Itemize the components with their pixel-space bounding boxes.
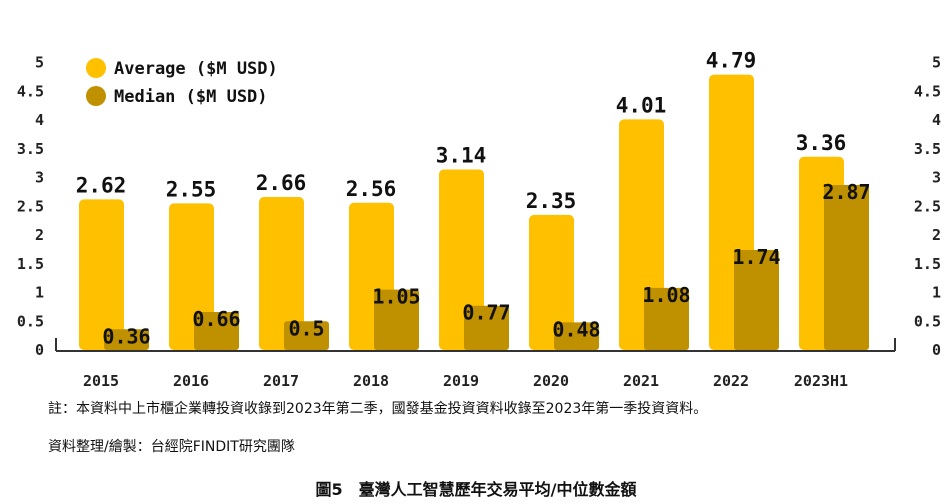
data-label-median: 2.87 — [822, 180, 870, 204]
legend-label: Median ($M USD) — [114, 87, 268, 107]
y-tick-left: 4 — [35, 111, 44, 129]
bar-median — [734, 249, 779, 350]
bar-median — [554, 322, 599, 350]
y-tick-left: 4.5 — [17, 82, 44, 100]
x-tick-label: 2022 — [713, 372, 749, 390]
x-tick-label: 2018 — [353, 372, 389, 390]
data-label-median: 0.5 — [288, 316, 324, 340]
data-label-average: 3.36 — [796, 131, 847, 155]
bar-average — [259, 197, 304, 350]
x-tick-label: 2023H1 — [794, 372, 848, 390]
data-label-median: 1.05 — [372, 285, 420, 309]
y-tick-right: 0 — [932, 341, 941, 359]
data-label-average: 2.56 — [346, 177, 397, 201]
data-label-median: 0.66 — [192, 307, 240, 331]
bar-median — [644, 287, 689, 350]
y-tick-left: 1 — [35, 284, 44, 302]
data-label-average: 2.35 — [526, 189, 577, 213]
figure-number: 圖5 — [315, 480, 343, 499]
y-tick-left: 2.5 — [17, 197, 44, 215]
bar-average — [79, 199, 124, 350]
bar-chart: 0 0.5 1 1.5 2 2.5 3 3.5 4 4.5 5 0 0.5 1 1.5 2 2.5 3 3.5 4 4… — [17, 49, 941, 390]
x-tick-label: 2017 — [263, 372, 299, 390]
data-label-median: 0.77 — [462, 301, 510, 325]
x-tick-label: 2019 — [443, 372, 479, 390]
data-label-average: 2.62 — [76, 173, 127, 197]
y-tick-right: 2.5 — [914, 197, 941, 215]
y-tick-left: 3.5 — [17, 140, 44, 158]
bar-median — [194, 312, 239, 350]
y-tick-right: 4 — [932, 111, 941, 129]
y-tick-right: 3 — [932, 169, 941, 187]
y-tick-left: 5 — [35, 54, 44, 72]
bar-average — [439, 169, 484, 350]
y-tick-right: 0.5 — [914, 312, 941, 330]
y-tick-right: 1.5 — [914, 255, 941, 273]
y-axis-right: 0 0.5 1 1.5 2 2.5 3 3.5 4 4.5 5 — [914, 54, 941, 360]
x-tick-label: 2015 — [83, 372, 119, 390]
y-tick-right: 5 — [932, 54, 941, 72]
footnote: 註：本資料中上市櫃企業轉投資收錄到2023年第二季，國發基金投資資料收錄至202… — [48, 401, 708, 417]
x-tick-label: 2021 — [623, 372, 659, 390]
legend: Average ($M USD) Median ($M USD) — [86, 58, 278, 107]
legend-swatch — [86, 86, 106, 106]
data-labels: 2.62 0.36 2.55 0.66 2.66 0.5 2.56 1.05 3.14 0.77 2… — [76, 49, 871, 349]
y-tick-left: 0 — [35, 341, 44, 359]
y-axis-left: 0 0.5 1 1.5 2 2.5 3 3.5 4 4.5 5 — [17, 54, 44, 360]
y-tick-right: 4.5 — [914, 82, 941, 100]
y-tick-left: 2 — [35, 226, 44, 244]
bar-median — [284, 321, 329, 350]
y-tick-right: 1 — [932, 284, 941, 302]
figure-caption: 圖5 臺灣人工智慧歷年交易平均/中位數金額 — [0, 476, 952, 500]
data-label-average: 2.66 — [256, 171, 307, 195]
y-tick-right: 2 — [932, 226, 941, 244]
x-axis-labels: 2015 2016 2017 2018 2019 2020 2021 2022 2023H1 — [83, 372, 848, 390]
data-label-median: 1.08 — [642, 283, 690, 307]
legend-label: Average ($M USD) — [114, 59, 278, 79]
y-tick-right: 3.5 — [914, 140, 941, 158]
data-label-average: 3.14 — [436, 143, 487, 167]
bar-median — [824, 184, 869, 350]
data-label-average: 4.79 — [706, 49, 757, 73]
source-note: 資料整理/繪製：台經院FINDIT研究團隊 — [48, 439, 295, 455]
y-tick-left: 1.5 — [17, 255, 44, 273]
bar-average — [529, 214, 574, 350]
legend-swatch — [86, 58, 106, 78]
data-label-average: 4.01 — [616, 93, 667, 117]
y-tick-left: 3 — [35, 169, 44, 187]
data-label-average: 2.55 — [166, 177, 217, 201]
data-label-median: 0.36 — [102, 324, 150, 348]
bars-group — [79, 74, 869, 350]
bar-median — [104, 329, 149, 350]
figure-title: 臺灣人工智慧歷年交易平均/中位數金額 — [358, 480, 637, 499]
data-label-median: 0.48 — [552, 317, 600, 341]
bar-median — [464, 305, 509, 350]
data-label-median: 1.74 — [732, 245, 780, 269]
bar-median — [374, 289, 419, 350]
x-tick-label: 2020 — [533, 372, 569, 390]
x-tick-label: 2016 — [173, 372, 209, 390]
y-tick-left: 0.5 — [17, 312, 44, 330]
